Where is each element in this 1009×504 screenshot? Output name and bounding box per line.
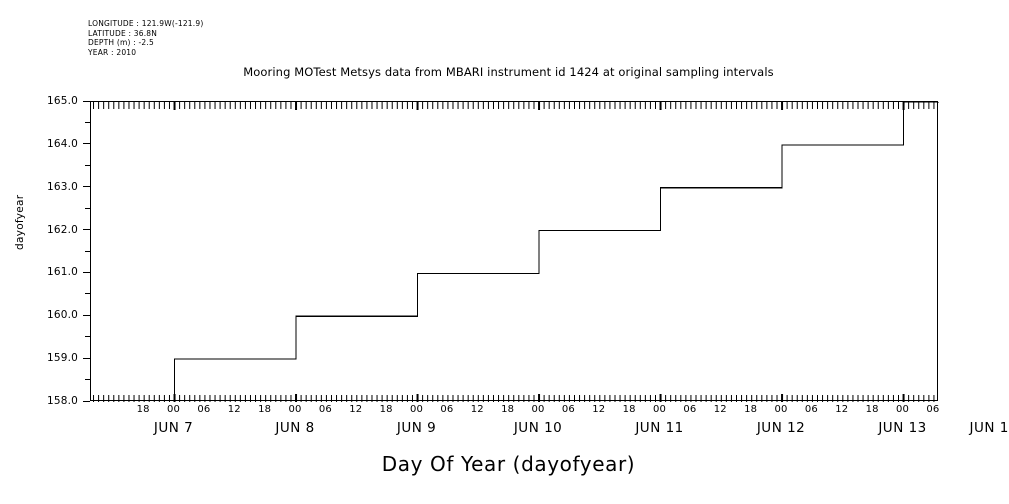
x-hour-label: 12 [470, 404, 484, 415]
y-tick-minor [85, 379, 90, 381]
x-hour-label: 00 [531, 404, 545, 415]
x-hour-label: 06 [683, 404, 697, 415]
y-tick-major [83, 229, 90, 231]
y-tick-minor [85, 164, 90, 166]
x-day-label: JUN 13 [878, 420, 927, 436]
x-hour-label: 06 [804, 404, 818, 415]
x-hour-label: 18 [744, 404, 758, 415]
x-hour-label: 18 [379, 404, 393, 415]
y-tick-minor [85, 293, 90, 295]
x-day-label: JUN 12 [756, 420, 806, 436]
x-day-label: JUN 7 [153, 420, 194, 436]
plot-frame [90, 101, 939, 402]
y-tick-label: 159.0 [46, 352, 78, 365]
y-tick-minor [85, 336, 90, 338]
metadata-longitude: LONGITUDE : 121.9W(-121.9) [88, 19, 204, 28]
x-hour-label: 12 [835, 404, 849, 415]
y-tick-label: 163.0 [46, 180, 78, 193]
x-day-label: JUN 11 [635, 420, 684, 436]
y-tick-label: 165.0 [46, 95, 78, 107]
x-hour-label: 12 [349, 404, 363, 415]
y-tick-major [83, 314, 90, 316]
x-day-label: JUN 14 [969, 420, 1009, 436]
data-series-group [173, 102, 939, 402]
x-day-label: JUN 9 [396, 420, 437, 436]
chart-title-text: Mooring MOTest Metsys data from MBARI in… [243, 65, 774, 79]
x-hour-label: 06 [561, 404, 575, 415]
x-hour-label: 18 [136, 404, 150, 415]
x-day-label: JUN 8 [275, 420, 315, 436]
y-tick-major [83, 357, 90, 359]
x-axis-ticks-top [93, 102, 935, 110]
x-hour-label: 00 [166, 404, 181, 415]
x-hour-label: 00 [895, 404, 910, 415]
x-hour-label: 18 [501, 404, 515, 415]
y-tick-major [83, 100, 90, 102]
x-axis-title-text: Day Of Year (dayofyear) [381, 452, 636, 476]
x-hour-label: 06 [440, 404, 454, 415]
chart-title: Mooring MOTest Metsys data from MBARI in… [0, 65, 1009, 79]
metadata-latitude: LATITUDE : 36.8N [88, 28, 158, 38]
y-tick-label: 162.0 [46, 223, 78, 236]
metadata-depth: DEPTH (m) : -2.5 [88, 38, 154, 48]
x-axis-title: Day Of Year (dayofyear) [0, 452, 1009, 476]
y-tick-label: 161.0 [46, 266, 78, 279]
y-tick-minor [85, 250, 90, 252]
x-hour-label: 18 [865, 404, 879, 415]
y-axis-title: dayofyear [14, 194, 26, 250]
x-hour-label: 12 [227, 404, 241, 415]
x-hour-label: 18 [622, 404, 636, 415]
x-hour-label: 00 [652, 404, 667, 415]
x-hour-label: 00 [409, 404, 424, 415]
x-hour-label: 06 [197, 404, 211, 415]
x-hour-label: 00 [774, 404, 788, 415]
y-tick-label: 160.0 [46, 309, 78, 322]
y-tick-minor [85, 121, 90, 123]
metadata-block: LONGITUDE : 121.9W(-121.9) LATITUDE : 36… [88, 19, 203, 57]
x-day-label: JUN 10 [513, 420, 563, 436]
x-hour-label: 18 [258, 404, 272, 415]
x-hour-label: 06 [926, 404, 940, 415]
y-tick-major [83, 271, 90, 273]
plot-area [93, 102, 939, 402]
data-series-line-0 [173, 102, 939, 402]
x-hour-label: 06 [318, 404, 332, 415]
y-tick-minor [85, 207, 90, 209]
y-tick-label: 164.0 [46, 137, 78, 150]
x-hour-label: 12 [713, 404, 727, 415]
y-tick-major [83, 186, 90, 188]
y-tick-major [83, 143, 90, 145]
x-hour-label: 00 [288, 404, 302, 415]
y-tick-major [83, 400, 90, 402]
metadata-year: YEAR : 2010 [88, 47, 137, 57]
x-axis-ticks-bottom [93, 394, 935, 402]
y-tick-label: 158.0 [46, 395, 78, 407]
x-hour-label: 12 [592, 404, 606, 415]
